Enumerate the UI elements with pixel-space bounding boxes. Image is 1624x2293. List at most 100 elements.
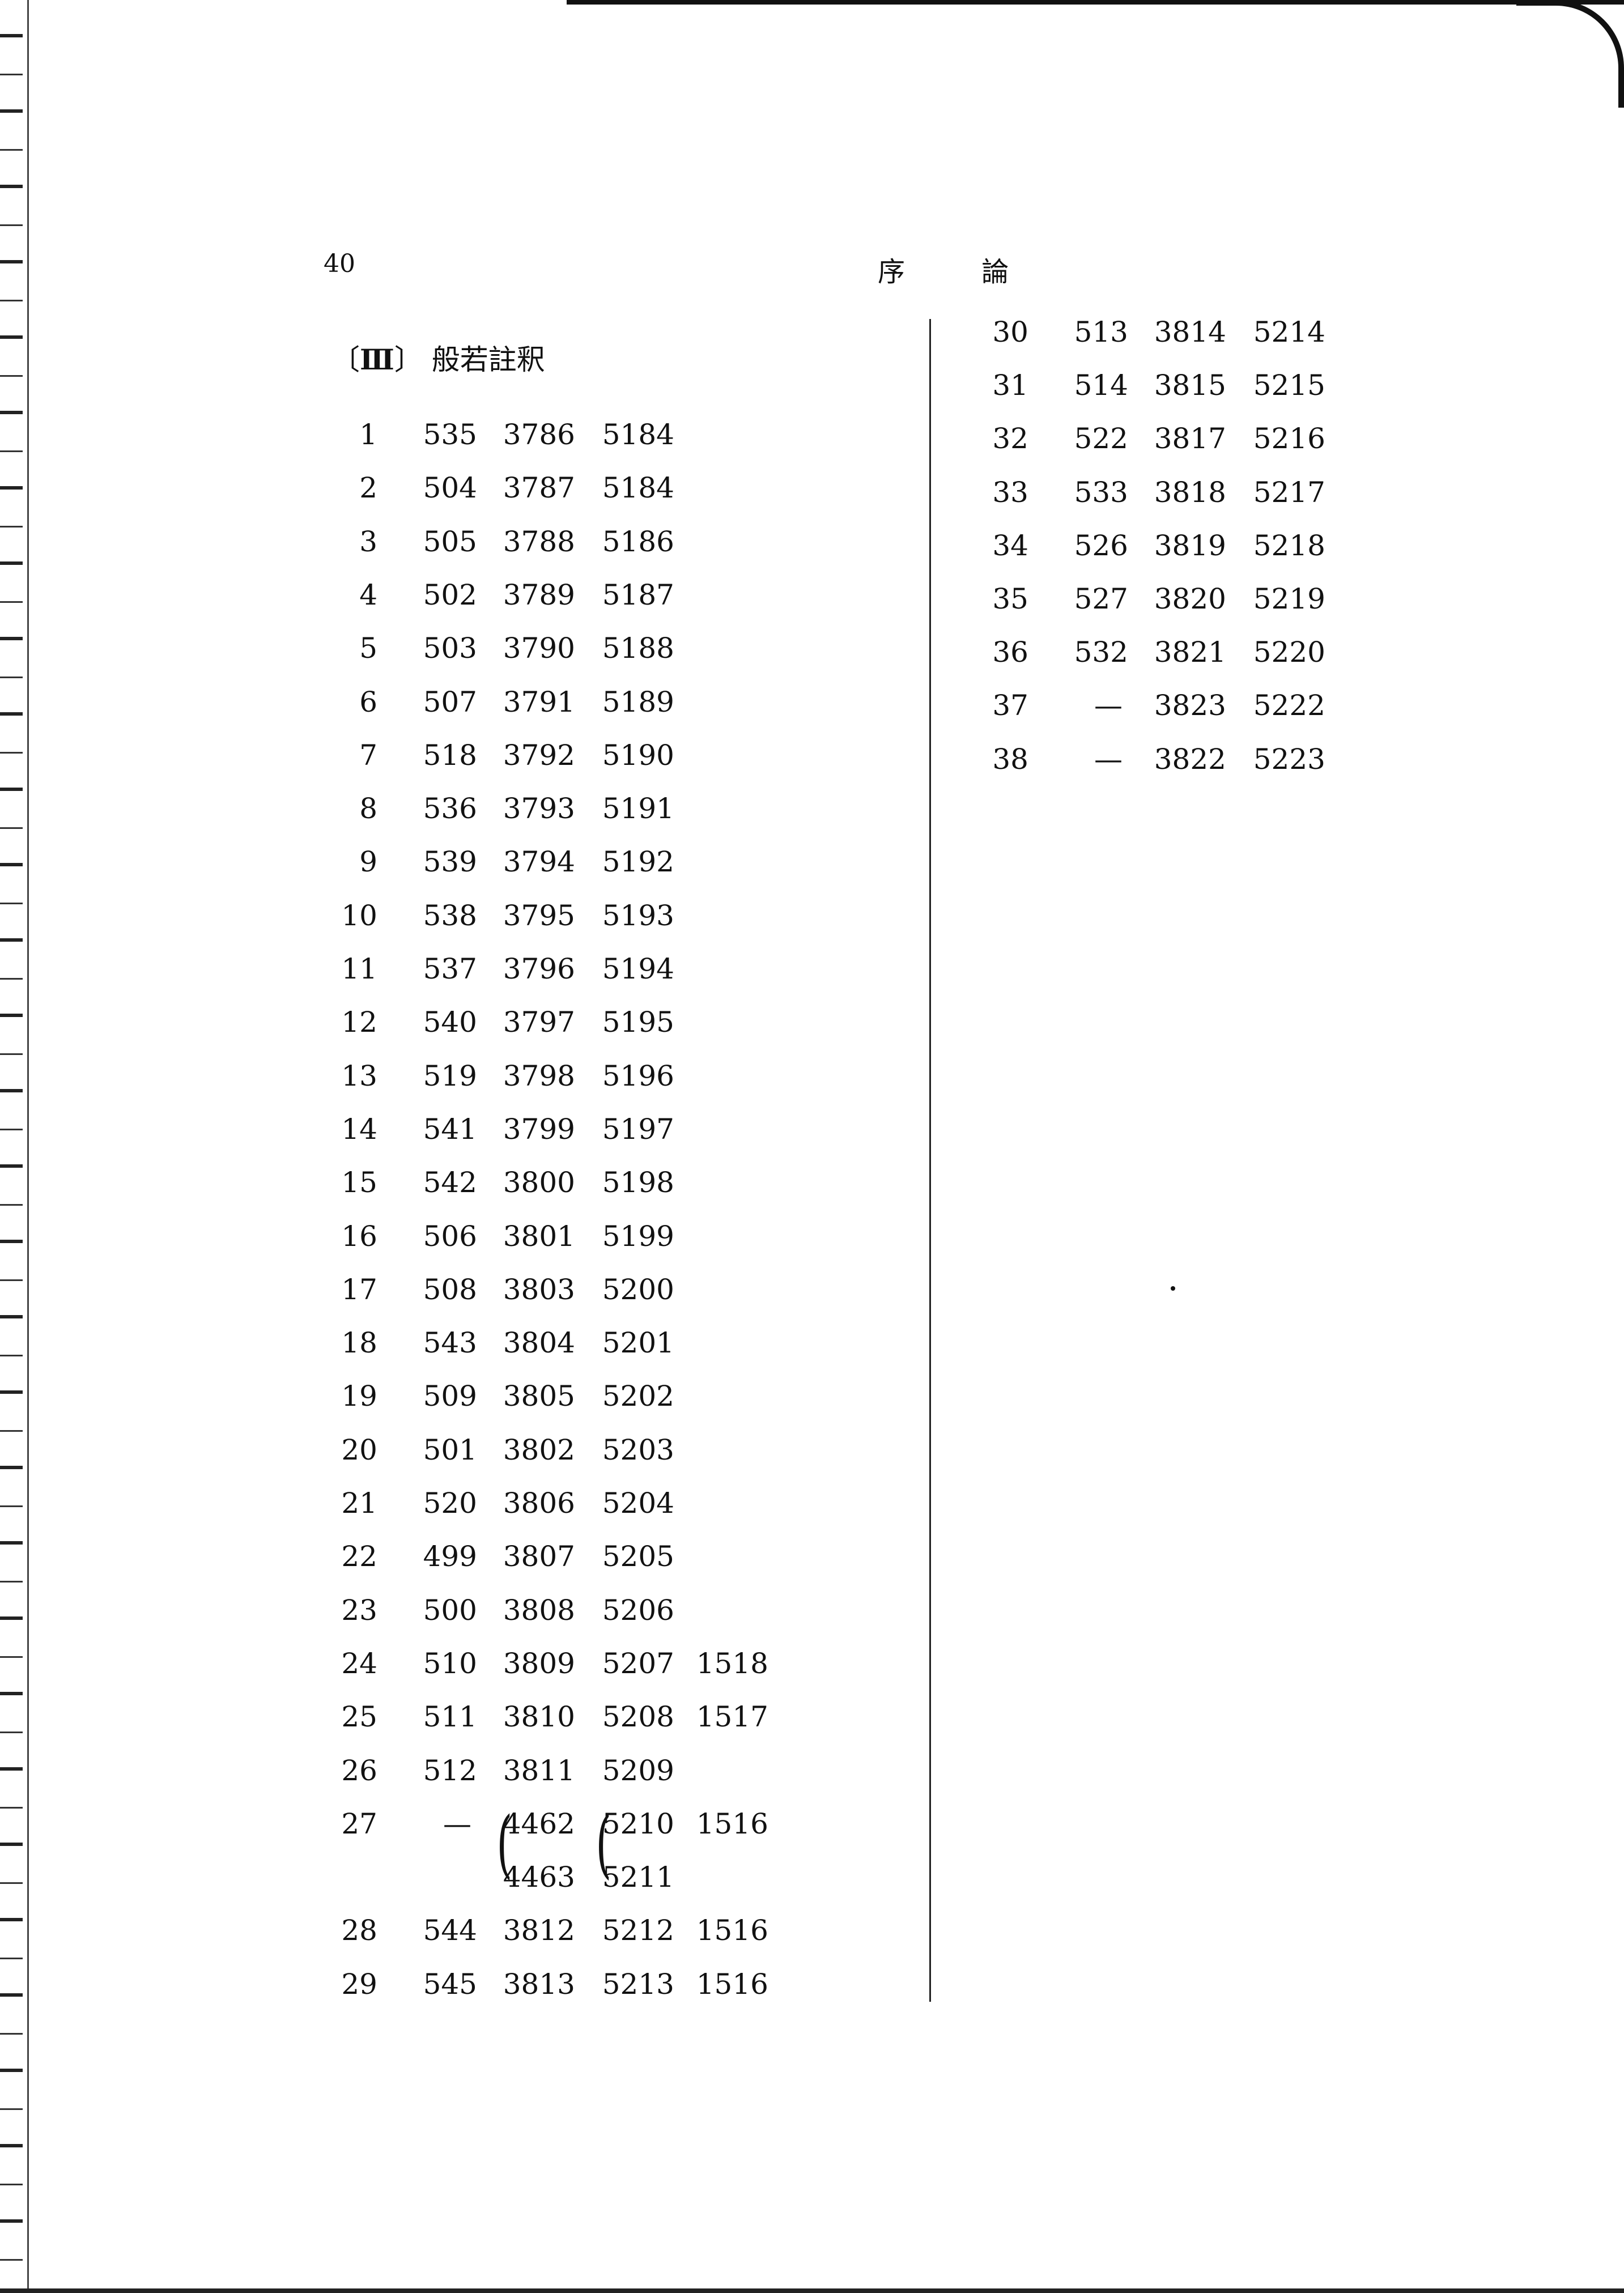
- ref-a-cell: —: [443, 1807, 471, 1840]
- ref-b-cell: 3803: [503, 1273, 575, 1306]
- ref-a-cell: 522: [1074, 422, 1128, 456]
- ref-c-cell: 5201: [602, 1326, 674, 1360]
- ref-a-cell: —: [1094, 742, 1123, 776]
- page-number: 40: [324, 249, 355, 278]
- ref-c-cell: 5197: [602, 1112, 674, 1146]
- ref-c-cell: 5200: [602, 1273, 674, 1306]
- ref-d-cell: 1518: [696, 1647, 768, 1680]
- ref-b-cell: 3793: [503, 792, 575, 826]
- ref-c-cell: 5191: [602, 792, 674, 826]
- column-divider: [929, 319, 931, 2002]
- ref-b-cell: 3798: [503, 1059, 575, 1092]
- entry-number-cell: 14: [341, 1112, 377, 1146]
- entry-number-cell: 3: [359, 525, 377, 558]
- section-title: 般若註釈: [431, 343, 545, 376]
- ref-b-cell: 3790: [503, 632, 575, 665]
- ref-c-cell: 5199: [602, 1219, 674, 1253]
- ref-c-cell: 5211: [602, 1861, 674, 1894]
- entry-number-cell: 34: [992, 529, 1028, 562]
- ref-b-cell: 3818: [1154, 475, 1226, 509]
- ref-c-cell: 5222: [1253, 689, 1325, 722]
- entry-number-cell: 25: [341, 1700, 377, 1734]
- ref-b-cell: 3813: [503, 1967, 575, 2001]
- ref-a-cell: 503: [423, 632, 477, 665]
- ref-c-cell: 5210: [602, 1807, 674, 1840]
- ref-b-cell: 3809: [503, 1647, 575, 1680]
- ref-b-cell: 3823: [1154, 689, 1226, 722]
- ref-b-cell: 3795: [503, 899, 575, 932]
- scan-binding-edge: [0, 0, 29, 2293]
- ref-c-cell: 5217: [1253, 475, 1325, 509]
- ref-c-cell: 5205: [602, 1540, 674, 1573]
- ref-a-cell: 540: [423, 1006, 477, 1039]
- ref-b-cell: 3822: [1154, 742, 1226, 776]
- ref-a-cell: 537: [423, 952, 477, 985]
- entry-number-cell: 36: [992, 636, 1028, 669]
- ref-c-cell: 5186: [602, 525, 674, 558]
- ref-a-cell: 520: [423, 1487, 477, 1520]
- ref-b-cell: 3811: [503, 1754, 575, 1787]
- ref-c-cell: 5198: [602, 1166, 674, 1199]
- ref-c-cell: 5218: [1253, 529, 1325, 562]
- ref-c-cell: 5189: [602, 685, 674, 718]
- ref-c-cell: 5204: [602, 1487, 674, 1520]
- entry-number-cell: 19: [341, 1380, 377, 1413]
- entry-number-cell: 29: [341, 1967, 377, 2001]
- entry-number-cell: 26: [341, 1754, 377, 1787]
- ref-c-cell: 5215: [1253, 369, 1325, 402]
- ref-c-cell: 5192: [602, 845, 674, 879]
- entry-number-cell: 13: [341, 1059, 377, 1092]
- ref-b-cell: 3810: [503, 1700, 575, 1734]
- ref-b-cell: 3801: [503, 1219, 575, 1253]
- running-title: 序 論: [878, 256, 1043, 288]
- ref-a-cell: 506: [423, 1219, 477, 1253]
- ref-b-cell: 3799: [503, 1112, 575, 1146]
- ref-c-cell: 5193: [602, 899, 674, 932]
- ref-c-cell: 5223: [1253, 742, 1325, 776]
- entry-number-cell: 33: [992, 475, 1028, 509]
- section-heading: 〔Ⅲ〕 般若註釈: [331, 337, 545, 378]
- entry-number-cell: 7: [359, 738, 377, 772]
- ref-a-cell: 500: [423, 1593, 477, 1627]
- ref-a-cell: 519: [423, 1059, 477, 1092]
- ref-c-cell: 5190: [602, 738, 674, 772]
- ref-d-cell: 1516: [696, 1967, 768, 2001]
- entry-number-cell: 23: [341, 1593, 377, 1627]
- ref-d-cell: 1516: [696, 1807, 768, 1840]
- entry-number-cell: 22: [341, 1540, 377, 1573]
- ref-b-cell: 3794: [503, 845, 575, 879]
- ref-d-cell: 1517: [696, 1700, 768, 1734]
- ref-b-cell: 3819: [1154, 529, 1226, 562]
- ref-c-cell: 5208: [602, 1700, 674, 1734]
- ref-a-cell: 502: [423, 578, 477, 611]
- ref-c-cell: 5220: [1253, 636, 1325, 669]
- ref-a-cell: 543: [423, 1326, 477, 1360]
- ref-b-cell: 3792: [503, 738, 575, 772]
- ref-c-cell: 5214: [1253, 316, 1325, 348]
- entry-number-cell: 21: [341, 1487, 377, 1520]
- scan-corner-edge: [1516, 0, 1624, 108]
- ref-a-cell: 538: [423, 899, 477, 932]
- entry-number-cell: 9: [359, 845, 377, 879]
- ref-a-cell: 545: [423, 1967, 477, 2001]
- ref-c-cell: 5187: [602, 578, 674, 611]
- ref-b-cell: 3805: [503, 1380, 575, 1413]
- scan-bottom-edge: [0, 2288, 1624, 2293]
- ref-a-cell: 527: [1074, 582, 1128, 615]
- entry-number-cell: 24: [341, 1647, 377, 1680]
- scan-top-edge: [567, 0, 1624, 5]
- ref-b-cell: 3804: [503, 1326, 575, 1360]
- ref-b-cell: 3814: [1154, 316, 1226, 348]
- ref-b-cell: 3821: [1154, 636, 1226, 669]
- ref-a-cell: 544: [423, 1914, 477, 1947]
- section-number: Ⅲ: [360, 343, 394, 376]
- entry-number-cell: 31: [992, 369, 1028, 402]
- ref-b-cell: 3807: [503, 1540, 575, 1573]
- entry-number-cell: 37: [992, 689, 1028, 722]
- entry-number-cell: 35: [992, 582, 1028, 615]
- ref-b-cell: 4462: [503, 1807, 575, 1840]
- ref-b-cell: 3791: [503, 685, 575, 718]
- entry-number-cell: 5: [359, 632, 377, 665]
- entry-number-cell: 17: [341, 1273, 377, 1306]
- entry-number-cell: 15: [341, 1166, 377, 1199]
